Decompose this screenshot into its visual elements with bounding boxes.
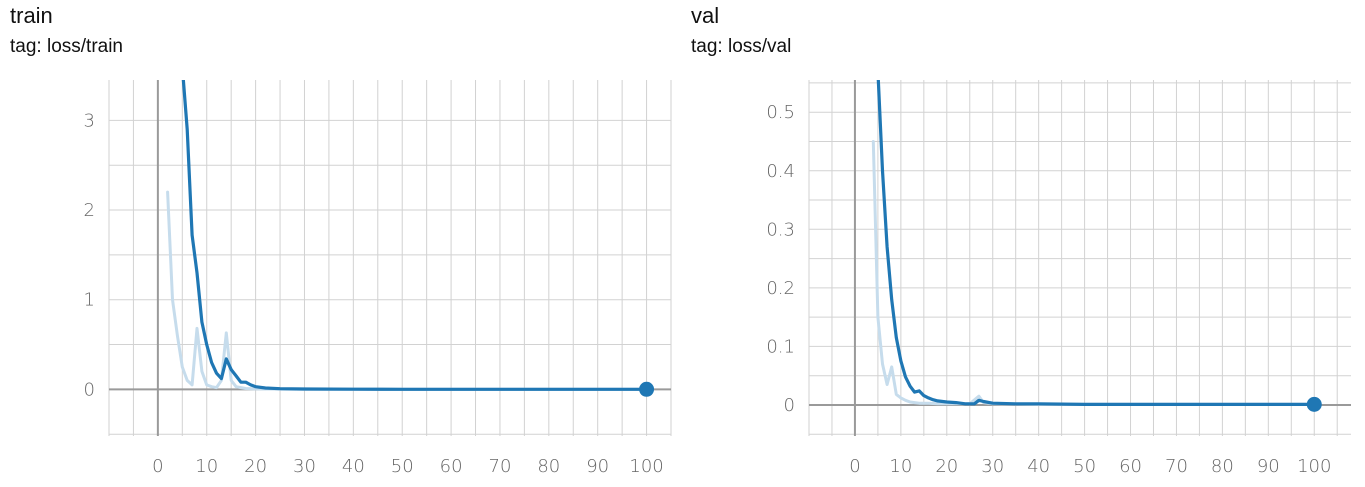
last-point-marker: [639, 381, 655, 397]
chart-tag-subtitle: tag: loss/train: [10, 36, 123, 57]
y-tick-label: 3: [84, 110, 95, 131]
x-tick-label: 30: [293, 456, 316, 477]
y-tick-label: 0.2: [766, 278, 795, 299]
x-tick-label: 90: [586, 456, 609, 477]
x-tick-label: 10: [889, 456, 912, 477]
x-tick-label: 100: [1297, 456, 1331, 477]
chart-title: val: [691, 3, 720, 28]
x-tick-label: 70: [489, 456, 512, 477]
y-tick-label: 0.1: [766, 336, 795, 357]
y-tick-label: 0.3: [766, 219, 795, 240]
x-tick-label: 80: [1211, 456, 1234, 477]
x-tick-label: 60: [1119, 456, 1142, 477]
y-tick-label: 2: [84, 200, 95, 221]
last-point-marker: [1306, 396, 1322, 412]
x-tick-label: 40: [1027, 456, 1050, 477]
y-tick-label: 0: [84, 379, 95, 400]
x-tick-label: 80: [537, 456, 560, 477]
y-tick-label: 0.5: [766, 102, 795, 123]
x-tick-label: 90: [1257, 456, 1280, 477]
y-tick-label: 0: [784, 395, 795, 416]
x-tick-label: 0: [849, 456, 860, 477]
y-tick-label: 0.4: [766, 161, 795, 182]
y-tick-label: 1: [84, 290, 95, 311]
x-tick-label: 60: [440, 456, 463, 477]
x-tick-label: 50: [1073, 456, 1096, 477]
x-tick-label: 20: [935, 456, 958, 477]
x-tick-label: 70: [1165, 456, 1188, 477]
smoothed-series-line: [181, 80, 649, 391]
val-chart-panel: val tag: loss/val 0 0.1 0.2 0.3 0.4 0.5 0 10 20 3…: [682, 0, 1365, 487]
series-group: [166, 80, 649, 391]
x-tick-label: 100: [629, 456, 663, 477]
smoothed-series-line: [876, 80, 1316, 406]
grid: [808, 80, 1351, 436]
x-tick-label: 30: [981, 456, 1004, 477]
val-loss-plot: 0 0.1 0.2 0.3 0.4 0.5 0 10 20 30 40 50 60 70 80 90 100: [766, 80, 1351, 477]
chart-title: train: [10, 3, 53, 28]
x-tick-label: 50: [391, 456, 414, 477]
series-group: [871, 80, 1316, 406]
train-chart-panel: train tag: loss/train 0 1 2 3 0 10 20 30 40 50 60 7…: [0, 0, 682, 487]
x-tick-label: 20: [244, 456, 267, 477]
chart-tag-subtitle: tag: loss/val: [691, 36, 792, 57]
raw-series-line: [166, 190, 649, 391]
x-tick-label: 10: [195, 456, 218, 477]
x-tick-label: 0: [152, 456, 163, 477]
raw-series-line: [871, 140, 1316, 406]
x-tick-label: 40: [342, 456, 365, 477]
